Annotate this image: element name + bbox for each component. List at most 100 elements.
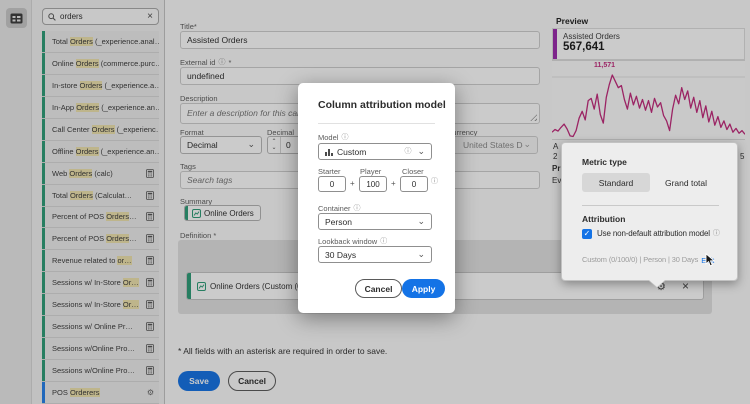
cancel-button[interactable]: Cancel	[228, 371, 276, 391]
info-icon[interactable]: ⓘ	[404, 148, 412, 155]
closer-label: Closer	[402, 167, 424, 176]
title-label: Title*	[180, 22, 197, 31]
chart-peak-label: 11,571	[594, 62, 616, 69]
summary-metric-chip[interactable]: Online Orders	[184, 205, 261, 221]
format-dropdown[interactable]: Decimal ⌄	[180, 136, 262, 154]
metrics-sidebar: orders × Total Orders (_experience.anal……	[32, 0, 165, 404]
clipped-text-fragment: 5	[740, 152, 745, 161]
info-icon[interactable]: ⓘ	[712, 230, 720, 237]
metric-list-item[interactable]: Total Orders (_experience.anal…	[42, 31, 159, 53]
summary-label: Summary	[180, 197, 213, 206]
stepper-arrows-icon[interactable]: ⌃ ⌄	[268, 137, 281, 153]
save-button[interactable]: Save	[178, 371, 220, 391]
chevron-down-icon: ⌄	[247, 139, 255, 150]
attribution-heading: Attribution	[582, 214, 626, 224]
preview-chart: 11,571	[551, 60, 746, 140]
info-icon[interactable]: ⓘ	[380, 238, 388, 245]
search-term-highlight: or…	[117, 256, 132, 266]
info-icon[interactable]: ⓘ	[341, 134, 349, 141]
metric-list-item[interactable]: Percent of POS Orders…	[42, 228, 159, 251]
metric-list-item[interactable]: Total Orders (Calculat…	[42, 184, 159, 207]
bar-chart-icon	[325, 148, 333, 156]
metric-icon	[192, 208, 201, 218]
definition-label: Definition *	[180, 231, 217, 240]
metric-type-grand-total-button[interactable]: Grand total	[664, 177, 708, 188]
closer-value-field[interactable]: 0	[400, 176, 428, 192]
tags-label: Tags	[180, 162, 196, 171]
search-icon	[48, 12, 56, 21]
modal-cancel-button[interactable]: Cancel	[355, 279, 402, 298]
metric-list-item[interactable]: Percent of POS Orders…	[42, 206, 159, 229]
format-label: Format	[180, 128, 204, 137]
metric-list-item[interactable]: Sessions w/ Online Pr…	[42, 316, 159, 339]
lookback-window-label: Lookback window	[318, 237, 378, 246]
search-term-highlight: Orders	[75, 146, 99, 156]
popover-caret	[649, 280, 665, 287]
search-term-highlight: Orderers	[69, 387, 100, 397]
checkmark-icon: ✓	[583, 229, 591, 238]
metric-list-item[interactable]: Web Orders (calc)	[42, 162, 159, 185]
search-term-highlight: Orders	[69, 190, 93, 200]
metric-list-item[interactable]: Online Orders (commerce.purc…	[42, 52, 159, 75]
calculator-icon	[146, 366, 154, 375]
resize-handle-icon[interactable]	[530, 114, 537, 121]
modal-title: Column attribution model	[318, 99, 446, 111]
currency-label: Currency	[447, 128, 478, 137]
non-default-attribution-checkbox[interactable]: ✓	[582, 229, 592, 239]
calculator-icon	[146, 300, 154, 310]
remove-icon[interactable]: ×	[681, 279, 689, 293]
info-icon[interactable]: ⓘ	[353, 205, 361, 212]
metrics-panel-button[interactable]	[6, 8, 27, 28]
container-dropdown[interactable]: Person ⌄	[318, 213, 432, 230]
search-value: orders	[60, 12, 83, 21]
preview-metric-title: Assisted Orders	[563, 32, 620, 41]
metric-list-item[interactable]: Revenue related to or…	[42, 250, 159, 273]
metric-type-standard-button[interactable]: Standard	[582, 173, 650, 192]
metric-list-item[interactable]: Offline Orders (_experience.an…	[42, 140, 159, 163]
info-icon[interactable]: ⓘ	[431, 178, 438, 185]
chevron-down-icon: ⌄	[417, 215, 425, 226]
calculator-icon	[146, 212, 154, 222]
metric-icon	[197, 281, 206, 291]
metric-list-item[interactable]: Call Center Orders (_experienc…	[42, 118, 159, 141]
popover-divider	[582, 205, 719, 206]
calculator-icon	[146, 344, 154, 353]
metric-list-item[interactable]: In-store Orders (_experience.a…	[42, 74, 159, 97]
calculator-icon	[146, 322, 154, 332]
clear-search-icon[interactable]: ×	[147, 10, 153, 22]
info-icon[interactable]: ⓘ	[218, 59, 226, 66]
search-term-highlight: Orders	[91, 124, 115, 134]
column-attribution-modal: Column attribution model Model ⓘ Custom …	[298, 83, 455, 313]
metric-list-item[interactable]: Sessions w/ In-Store Or…	[42, 294, 159, 317]
player-label: Player	[360, 167, 382, 176]
calculator-icon	[146, 278, 154, 288]
metrics-panel-icon	[10, 13, 23, 23]
calculator-icon	[146, 234, 154, 244]
mouse-cursor-icon	[705, 253, 716, 267]
clipped-text-fragment: 2	[553, 152, 558, 161]
title-field[interactable]: Assisted Orders	[180, 31, 540, 49]
preview-metric-total: 567,641	[563, 41, 605, 53]
metric-list-item[interactable]: In-App Orders (_experience.an…	[42, 96, 159, 119]
player-value-field[interactable]: 100	[359, 176, 387, 192]
clipped-text-fragment: Pr	[552, 164, 561, 173]
metric-list-item[interactable]: Sessions w/Online Pro…	[42, 338, 159, 361]
container-label: Container	[318, 204, 351, 213]
preview-line-chart	[551, 74, 746, 138]
lookback-window-dropdown[interactable]: 30 Days ⌄	[318, 246, 432, 263]
starter-value-field[interactable]: 0	[318, 176, 346, 192]
model-dropdown[interactable]: Custom ⓘ ⌄	[318, 143, 432, 160]
clipped-text-fragment: A	[553, 142, 559, 151]
modal-apply-button[interactable]: Apply	[402, 279, 445, 298]
chevron-down-icon: ⌄	[417, 248, 425, 259]
metric-list-item[interactable]: Sessions w/Online Pro…	[42, 360, 159, 382]
search-term-highlight: Or…	[122, 278, 139, 288]
calculator-icon	[146, 190, 154, 200]
search-input[interactable]: orders ×	[42, 8, 159, 25]
attribution-popover: Metric type Standard Grand total Attribu…	[561, 142, 738, 287]
clipped-text-fragment: Ev	[552, 176, 562, 185]
metric-list-item[interactable]: POS Orderers ⚙	[42, 382, 159, 404]
metric-list-item[interactable]: Sessions w/ In-Store Or…	[42, 272, 159, 295]
search-term-highlight: Orders	[76, 102, 100, 112]
plus-sign: +	[391, 179, 396, 188]
